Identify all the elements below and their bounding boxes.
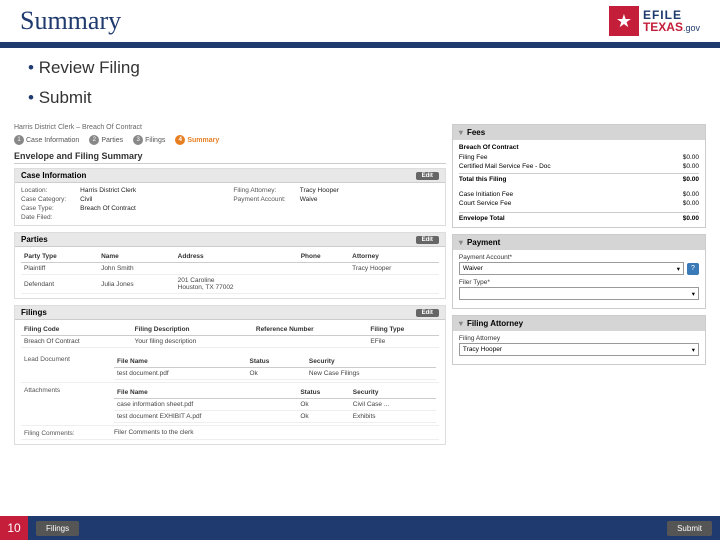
attorney-panel: ▾ Filing Attorney Filing Attorney Tracy H…: [452, 315, 706, 365]
filer-type-select[interactable]: ▾: [459, 287, 699, 300]
attorney-label: Filing Attorney: [459, 335, 699, 342]
payment-account-select[interactable]: Waiver▾: [459, 262, 684, 275]
back-button[interactable]: Filings: [36, 521, 79, 536]
table-row: case information sheet.pdfOkCivil Case .…: [114, 399, 436, 411]
edit-filings-button[interactable]: Edit: [416, 309, 439, 317]
title-bar: Summary ★ EFILE TEXAS.gov: [0, 0, 720, 48]
bullet-item: Submit: [28, 88, 692, 108]
fees-title: Fees: [467, 128, 485, 137]
payment-panel: ▾ Payment Payment Account* Waiver▾ ? File…: [452, 234, 706, 309]
filer-type-label: Filer Type*: [459, 279, 699, 286]
payment-title: Payment: [467, 238, 500, 247]
filings-table: Filing CodeFiling DescriptionReference N…: [21, 324, 439, 348]
fees-panel: ▾Fees Breach Of ContractFiling Fee$0.00C…: [452, 124, 706, 228]
chevron-down-icon: ▾: [692, 290, 695, 298]
table-row: test document.pdfOkNew Case Filings: [114, 368, 436, 380]
table-row: test document EXHIBIT A.pdfOkExhibits: [114, 411, 436, 423]
collapse-icon[interactable]: ▾: [459, 319, 463, 328]
chevron-down-icon: ▾: [677, 265, 680, 273]
parties-title: Parties: [21, 235, 48, 244]
payment-account-label: Payment Account*: [459, 254, 699, 261]
wizard-step[interactable]: 3Filings: [133, 135, 165, 145]
lead-document-label: Lead Document: [21, 352, 111, 383]
help-icon[interactable]: ?: [687, 263, 699, 275]
bullet-list: Review Filing Submit: [0, 48, 720, 124]
attorney-title: Filing Attorney: [467, 319, 523, 328]
slide-number: 10: [0, 516, 28, 540]
page-title: Summary: [20, 6, 121, 36]
breadcrumb: Harris District Clerk – Breach Of Contra…: [14, 124, 446, 131]
collapse-icon[interactable]: ▾: [459, 128, 463, 137]
envelope-summary-title: Envelope and Filing Summary: [14, 151, 446, 164]
case-info-panel: Case Information Edit Location:Harris Di…: [14, 168, 446, 226]
wizard-step[interactable]: 1Case Information: [14, 135, 79, 145]
edit-parties-button[interactable]: Edit: [416, 236, 439, 244]
filings-panel: Filings Edit Filing CodeFiling Descripti…: [14, 305, 446, 445]
filings-title: Filings: [21, 308, 47, 317]
efile-texas-logo: ★ EFILE TEXAS.gov: [609, 6, 700, 36]
parties-panel: Parties Edit Party TypeNameAddressPhoneA…: [14, 232, 446, 299]
table-row: PlaintiffJohn SmithTracy Hooper: [21, 263, 439, 275]
filing-comments-value: Filer Comments to the clerk: [111, 426, 439, 440]
wizard-steps: 1Case Information 2Parties 3Filings 4Summar…: [14, 135, 446, 145]
collapse-icon[interactable]: ▾: [459, 238, 463, 247]
bullet-item: Review Filing: [28, 58, 692, 78]
submit-button[interactable]: Submit: [667, 521, 712, 536]
edit-case-info-button[interactable]: Edit: [416, 172, 439, 180]
table-row: Breach Of ContractYour filing descriptio…: [21, 336, 439, 348]
parties-table: Party TypeNameAddressPhoneAttorneyPlaint…: [21, 251, 439, 294]
table-row: DefendantJulia Jones201 CarolineHouston,…: [21, 275, 439, 294]
chevron-down-icon: ▾: [692, 346, 695, 354]
attorney-select[interactable]: Tracy Hooper▾: [459, 343, 699, 356]
wizard-step[interactable]: 4Summary: [175, 135, 219, 145]
attachments-table: File NameStatusSecuritycase information …: [114, 387, 436, 423]
attachments-label: Attachments: [21, 383, 111, 426]
lead-doc-table: File NameStatusSecuritytest document.pdf…: [114, 356, 436, 380]
case-info-title: Case Information: [21, 171, 86, 180]
star-icon: ★: [609, 6, 639, 36]
filing-comments-label: Filing Comments:: [21, 426, 111, 440]
wizard-step[interactable]: 2Parties: [89, 135, 123, 145]
